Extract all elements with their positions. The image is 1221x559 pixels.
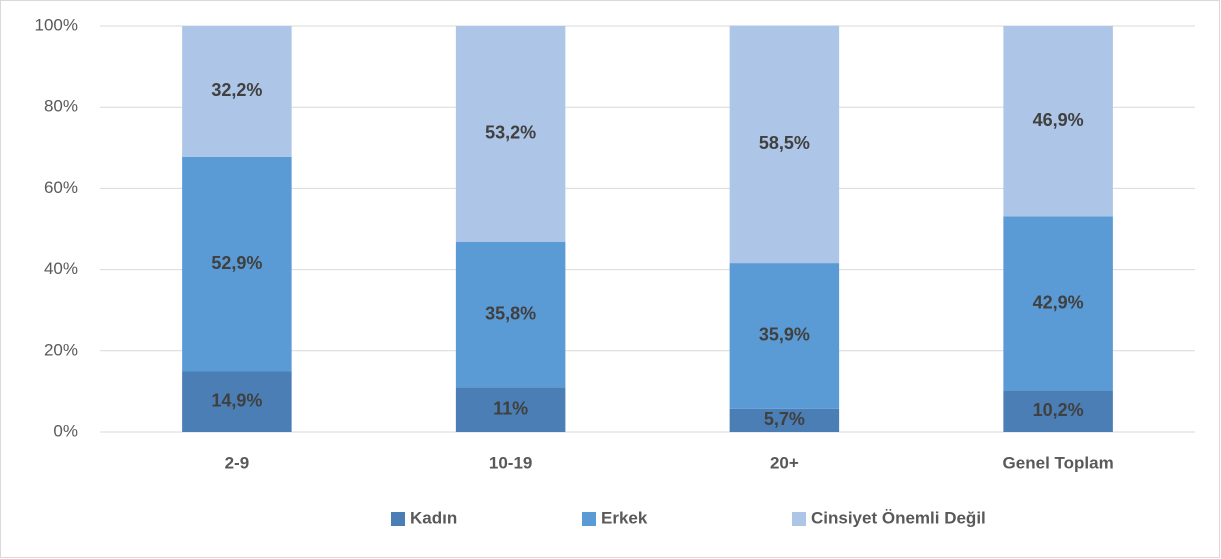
data-label: 53,2% <box>485 123 536 143</box>
y-tick-label: 0% <box>53 421 78 440</box>
y-tick-label: 60% <box>44 178 78 197</box>
bar-segment <box>1003 390 1113 432</box>
bar-segment <box>729 263 840 409</box>
bar-segment <box>455 241 566 388</box>
y-tick-label: 20% <box>44 340 78 359</box>
data-label: 52,9% <box>211 253 262 273</box>
data-label: 32,2% <box>211 80 262 100</box>
bar-segment <box>729 25 840 264</box>
data-label: 14,9% <box>211 391 262 411</box>
bar-segment <box>729 408 840 432</box>
y-tick-label: 100% <box>35 15 78 34</box>
bar-segment <box>182 156 292 372</box>
data-label: 11% <box>493 398 528 418</box>
data-label: 10,2% <box>1033 400 1084 420</box>
legend-label: Kadın <box>410 508 457 527</box>
bar-segment <box>1003 216 1113 391</box>
data-label: 5,7% <box>764 409 805 429</box>
x-tick-label: 20+ <box>770 453 799 472</box>
data-label: 58,5% <box>759 133 810 153</box>
data-label: 46,9% <box>1033 110 1084 130</box>
bar-segment <box>1003 26 1113 217</box>
legend-label: Cinsiyet Önemli Değil <box>811 508 986 527</box>
legend-swatch <box>582 512 596 526</box>
legend-label: Erkek <box>601 508 648 527</box>
y-tick-label: 80% <box>44 97 78 116</box>
legend-swatch <box>792 512 806 526</box>
y-tick-label: 40% <box>44 259 78 278</box>
bar-segment <box>182 371 292 432</box>
data-label: 35,8% <box>485 303 536 323</box>
bar-segment <box>455 387 566 432</box>
bar-segment <box>455 26 566 242</box>
x-tick-label: 10-19 <box>489 453 532 472</box>
legend-swatch <box>391 512 405 526</box>
data-label: 35,9% <box>759 325 810 345</box>
bar-segment <box>182 26 292 157</box>
x-tick-label: Genel Toplam <box>1003 453 1114 472</box>
data-label: 42,9% <box>1033 292 1084 312</box>
x-tick-label: 2-9 <box>225 453 250 472</box>
